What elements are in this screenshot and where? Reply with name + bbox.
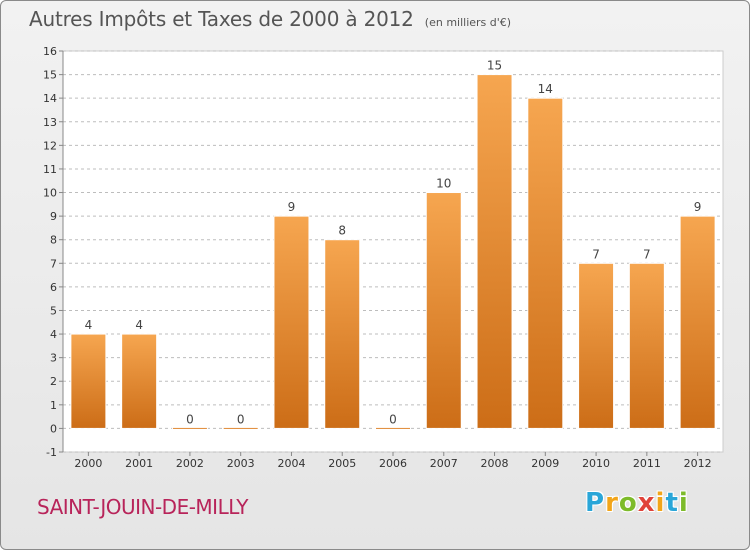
brand-logo-letter: o	[618, 488, 638, 518]
x-tick-label: 2004	[277, 457, 305, 470]
brand-logo-letter: x	[637, 488, 656, 518]
y-tick-label: 11	[43, 163, 57, 176]
x-tick-label: 2012	[684, 457, 712, 470]
x-tick-label: 2010	[582, 457, 610, 470]
bar-value-label: 0	[237, 412, 245, 426]
x-tick-label: 2008	[481, 457, 509, 470]
x-tick-label: 2011	[633, 457, 661, 470]
x-tick-label: 2005	[328, 457, 356, 470]
x-tick-label: 2002	[176, 457, 204, 470]
x-tick-label: 2001	[125, 457, 153, 470]
bar	[527, 97, 564, 429]
brand-logo-letter: r	[605, 488, 619, 518]
chart-title-row: Autres Impôts et Taxes de 2000 à 2012 (e…	[29, 7, 511, 31]
x-tick-label: 2007	[430, 457, 458, 470]
brand-logo-letter: i	[655, 488, 666, 518]
chart-title: Autres Impôts et Taxes de 2000 à 2012	[29, 7, 414, 31]
x-tick-label: 2000	[74, 457, 102, 470]
y-tick-label: 6	[50, 281, 57, 294]
y-tick-label: 13	[43, 116, 57, 129]
bar-value-label: 4	[135, 318, 143, 332]
y-tick-label: 7	[50, 257, 57, 270]
bar	[171, 426, 208, 430]
bar	[578, 262, 615, 429]
y-tick-label: 9	[50, 210, 57, 223]
x-tick-label: 2006	[379, 457, 407, 470]
bar-value-label: 0	[389, 412, 397, 426]
bar	[375, 426, 411, 430]
y-tick-label: 0	[50, 422, 57, 435]
bar-value-label: 9	[288, 200, 296, 214]
bar-value-label: 14	[538, 82, 553, 96]
bar	[222, 426, 259, 430]
bar-value-label: 9	[694, 200, 702, 214]
bar-value-label: 7	[592, 247, 600, 261]
y-tick-label: -1	[46, 446, 57, 459]
y-tick-label: 1	[50, 399, 57, 412]
plot-area	[62, 50, 724, 453]
bar	[324, 239, 361, 429]
x-tick-label: 2009	[531, 457, 559, 470]
bar	[476, 74, 513, 429]
bar-value-label: 10	[436, 177, 451, 191]
bar-value-label: 0	[186, 412, 194, 426]
bar-value-label: 4	[85, 318, 93, 332]
bar	[121, 333, 158, 429]
y-tick-label: 2	[50, 375, 57, 388]
bar	[628, 262, 665, 429]
chart-subtitle: (en milliers d'€)	[424, 16, 512, 29]
bar-value-label: 8	[338, 224, 346, 238]
y-tick-label: 15	[43, 69, 57, 82]
bar-value-label: 7	[643, 247, 651, 261]
bar	[273, 215, 310, 429]
bar	[425, 192, 462, 429]
bar	[70, 333, 107, 429]
brand-logo-letter: P	[585, 488, 606, 518]
y-tick-label: 12	[43, 139, 57, 152]
brand-logo: Proxiti	[585, 488, 689, 518]
location-name: SAINT-JOUIN-DE-MILLY	[37, 495, 248, 519]
y-tick-label: 8	[50, 234, 57, 247]
bar	[679, 215, 716, 429]
brand-logo-letter: i	[678, 488, 689, 518]
x-tick-label: 2003	[227, 457, 255, 470]
brand-logo-letter: t	[665, 488, 679, 518]
y-tick-label: 5	[50, 304, 57, 317]
y-tick-label: 3	[50, 352, 57, 365]
y-tick-label: 4	[50, 328, 57, 341]
bar-value-label: 15	[487, 59, 502, 73]
y-tick-label: 10	[43, 187, 57, 200]
y-tick-label: 16	[43, 45, 57, 58]
y-tick-label: 14	[43, 92, 57, 105]
